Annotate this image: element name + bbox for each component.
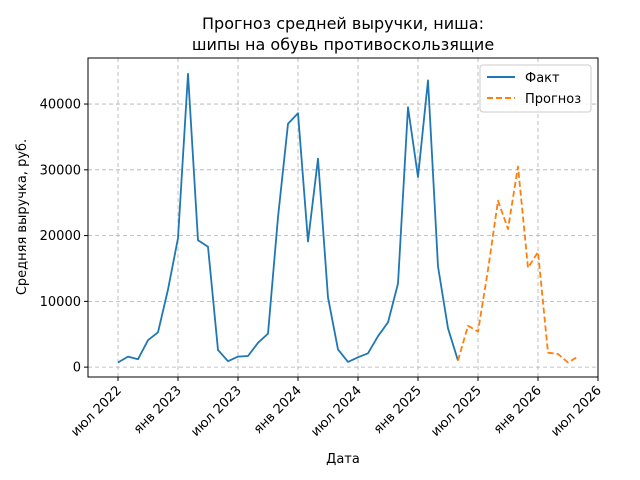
- y-tick-label: 10000: [40, 295, 81, 310]
- series-line-fact: [117, 72, 459, 364]
- legend-label-fact: Факт: [525, 71, 560, 86]
- y-axis-ticks: 0 10000 20000 30000 40000: [40, 98, 88, 376]
- grid: [88, 58, 599, 377]
- legend-label-forecast: Прогноз: [525, 92, 581, 107]
- series-line-forecast: [457, 165, 579, 364]
- y-tick-label: 40000: [40, 98, 81, 113]
- y-tick-label: 30000: [40, 163, 81, 178]
- chart-title-line-1: Прогноз средней выручки, ниша:: [202, 14, 484, 33]
- legend: Факт Прогноз: [479, 64, 592, 113]
- series-lines: [117, 72, 579, 364]
- y-tick-label: 20000: [40, 229, 81, 244]
- plot-frame: [87, 57, 599, 378]
- y-tick-label: 0: [73, 361, 81, 376]
- y-axis-label: Средняя выручка, руб.: [15, 139, 30, 295]
- x-axis-label: Дата: [326, 452, 360, 467]
- chart-title-line-2: шипы на обувь противоскользящие: [192, 35, 494, 54]
